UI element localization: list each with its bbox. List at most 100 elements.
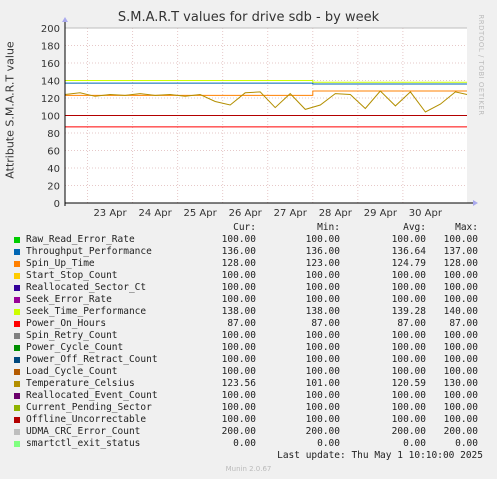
legend-swatch	[14, 285, 20, 291]
legend-value-min: 123.00	[305, 258, 340, 269]
legend-value-min: 100.00	[305, 270, 340, 281]
legend-value-avg: 100.00	[391, 270, 426, 281]
legend-value-max: 137.00	[443, 246, 478, 257]
legend-row: Current_Pending_Sector 100.00 100.00 100.00…	[14, 402, 484, 414]
legend-series-name: UDMA_CRC_Error_Count	[26, 426, 141, 437]
legend-value-avg: 100.00	[391, 234, 426, 245]
legend-value-min: 100.00	[305, 354, 340, 365]
legend-header: Cur: Min: Avg: Max:	[14, 222, 484, 234]
x-tick-label: 27 Apr	[274, 208, 308, 219]
legend-series-name: Seek_Error_Rate	[26, 294, 112, 305]
y-tick-label: 180	[41, 42, 60, 53]
legend-value-cur: 200.00	[221, 426, 256, 437]
legend-row: Throughput_Performance 136.00 136.00 136.64…	[14, 246, 484, 258]
legend-value-avg: 100.00	[391, 402, 426, 413]
legend-series-name: Spin_Up_Time	[26, 258, 95, 269]
y-tick-label: 200	[41, 24, 60, 35]
y-tick-label: 40	[47, 164, 60, 175]
legend-value-min: 0.00	[317, 438, 340, 449]
y-tick-label: 120	[41, 94, 60, 105]
legend-value-min: 138.00	[305, 306, 340, 317]
x-tick-label: 28 Apr	[319, 208, 353, 219]
legend-swatch	[14, 357, 20, 363]
x-tick-label: 30 Apr	[409, 208, 443, 219]
legend-value-max: 100.00	[443, 414, 478, 425]
y-tick-label: 160	[41, 59, 60, 70]
legend-value-max: 0.00	[455, 438, 478, 449]
legend-series-name: Throughput_Performance	[26, 246, 152, 257]
legend-header-avg: Avg:	[403, 222, 426, 233]
legend-value-max: 100.00	[443, 282, 478, 293]
legend-value-min: 100.00	[305, 330, 340, 341]
y-axis-arrow	[62, 17, 68, 22]
x-tick-label: 26 Apr	[229, 208, 263, 219]
legend-value-cur: 100.00	[221, 330, 256, 341]
legend-swatch	[14, 405, 20, 411]
legend-value-min: 101.00	[305, 378, 340, 389]
legend-header-min: Min:	[317, 222, 340, 233]
series-line	[65, 82, 467, 85]
legend-value-max: 140.00	[443, 306, 478, 317]
legend-value-cur: 100.00	[221, 270, 256, 281]
legend-series-name: Power_Cycle_Count	[26, 342, 124, 353]
legend-value-min: 100.00	[305, 402, 340, 413]
legend-header-cur: Cur:	[233, 222, 256, 233]
x-axis-arrow	[473, 200, 478, 206]
legend-swatch	[14, 381, 20, 387]
legend-swatch	[14, 393, 20, 399]
legend-header-max: Max:	[455, 222, 478, 233]
legend-value-min: 200.00	[305, 426, 340, 437]
legend-value-cur: 123.56	[221, 378, 256, 389]
legend-series-name: Temperature_Celsius	[26, 378, 135, 389]
legend-value-max: 100.00	[443, 342, 478, 353]
legend-swatch	[14, 345, 20, 351]
legend-series-name: Spin_Retry_Count	[26, 330, 118, 341]
x-tick-label: 29 Apr	[364, 208, 398, 219]
legend-series-name: Reallocated_Sector_Ct	[26, 282, 147, 293]
y-tick-label: 60	[47, 147, 60, 158]
legend-value-max: 100.00	[443, 366, 478, 377]
legend-value-max: 130.00	[443, 378, 478, 389]
legend-value-min: 100.00	[305, 414, 340, 425]
legend-row: Temperature_Celsius 123.56 101.00 120.59 130…	[14, 378, 484, 390]
chart-svg: 0 20 40 60 80 100 120 140 160 180 200 23 Apr 24 Apr 2…	[41, 17, 478, 219]
legend-value-avg: 100.00	[391, 330, 426, 341]
legend-value-max: 128.00	[443, 258, 478, 269]
legend-value-min: 100.00	[305, 234, 340, 245]
legend-value-avg: 87.00	[397, 318, 426, 329]
legend-value-min: 100.00	[305, 282, 340, 293]
legend-row: Spin_Retry_Count 100.00 100.00 100.00 100.00	[14, 330, 484, 342]
legend-swatch	[14, 321, 20, 327]
legend-row: Reallocated_Sector_Ct 100.00 100.00 100.00 1…	[14, 282, 484, 294]
legend-swatch	[14, 441, 20, 447]
legend-value-cur: 100.00	[221, 366, 256, 377]
legend-swatch	[14, 429, 20, 435]
legend-row: Seek_Time_Performance 138.00 138.00 139.28 1…	[14, 306, 484, 318]
legend-value-cur: 100.00	[221, 354, 256, 365]
legend-value-cur: 87.00	[227, 318, 256, 329]
legend-value-max: 100.00	[443, 270, 478, 281]
legend-value-avg: 100.00	[391, 342, 426, 353]
legend-value-max: 100.00	[443, 354, 478, 365]
legend-swatch	[14, 237, 20, 243]
legend-value-cur: 0.00	[233, 438, 256, 449]
y-tick-label: 0	[54, 199, 60, 210]
legend-row: Offline_Uncorrectable 100.00 100.00 100.00 1…	[14, 414, 484, 426]
legend-value-avg: 100.00	[391, 366, 426, 377]
x-tick-label: 25 Apr	[184, 208, 218, 219]
legend-value-min: 100.00	[305, 366, 340, 377]
legend-swatch	[14, 297, 20, 303]
legend-row: Raw_Read_Error_Rate 100.00 100.00 100.00 100…	[14, 234, 484, 246]
legend-swatch	[14, 333, 20, 339]
legend-row: Seek_Error_Rate 100.00 100.00 100.00 100.00	[14, 294, 484, 306]
legend-row: Reallocated_Event_Count 100.00 100.00 100.0…	[14, 390, 484, 402]
legend-row: smartctl_exit_status 0.00 0.00 0.00 0.00	[14, 438, 484, 450]
legend-row: Power_Off_Retract_Count 100.00 100.00 100.0…	[14, 354, 484, 366]
munin-version: Munin 2.0.67	[225, 465, 272, 473]
legend-series-name: Load_Cycle_Count	[26, 366, 118, 377]
legend-value-max: 100.00	[443, 390, 478, 401]
legend-series-name: Current_Pending_Sector	[26, 402, 152, 413]
legend-value-min: 100.00	[305, 294, 340, 305]
y-tick-label: 140	[41, 77, 60, 88]
legend-value-min: 100.00	[305, 390, 340, 401]
